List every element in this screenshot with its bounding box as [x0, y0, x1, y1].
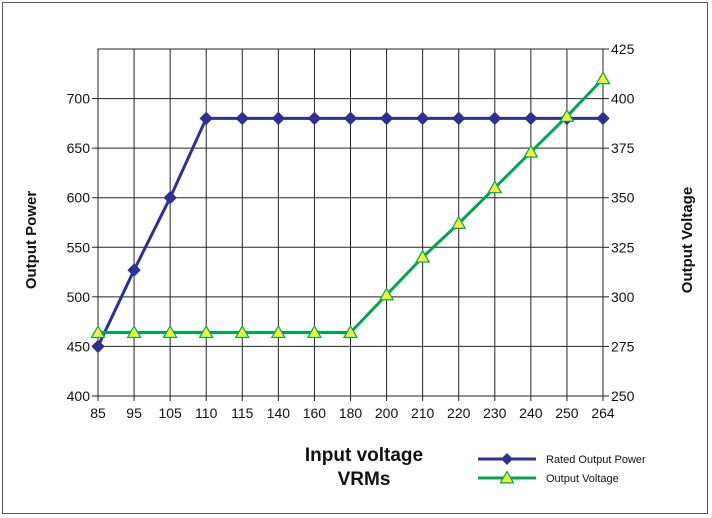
- legend-entry: Output Voltage: [478, 470, 619, 485]
- power-point-marker: [235, 111, 249, 126]
- power-point-marker: [127, 263, 141, 277]
- x-tick-label: 140: [267, 405, 291, 421]
- left-tick-label: 500: [67, 289, 91, 305]
- voltage-point-marker: [306, 324, 322, 339]
- voltage-point-marker: [126, 324, 142, 339]
- power-point-marker: [596, 111, 610, 126]
- x-tick-label: 110: [195, 405, 218, 421]
- right-tick-label: 250: [611, 388, 635, 404]
- left-tick-label: 600: [67, 190, 91, 206]
- legend-triangle-marker: [499, 470, 515, 484]
- legend-entry: Rated Output Power: [478, 453, 646, 466]
- grid: [97, 48, 604, 397]
- power-point-marker: [452, 111, 466, 126]
- left-tick-label: 700: [67, 91, 91, 107]
- x-tick-label: 105: [158, 405, 182, 421]
- power-point-marker: [199, 111, 213, 126]
- voltage-point-marker: [487, 180, 503, 194]
- x-tick-label: 115: [231, 405, 254, 421]
- voltage-point-marker: [162, 324, 178, 339]
- voltage-point-marker: [559, 108, 575, 122]
- legend: Rated Output Power Output Voltage: [478, 453, 646, 485]
- right-tick-label: 300: [611, 289, 635, 305]
- legend-diamond-marker: [501, 453, 513, 465]
- x-tick-label: 85: [90, 405, 106, 421]
- right-tick-label: 325: [611, 239, 635, 255]
- x-axis-ticks: 85 95 105 110 115 140 160 180 200 210 220 230 240 250…: [90, 396, 615, 421]
- left-tick-label: 650: [67, 140, 91, 156]
- series-layer: [90, 71, 611, 354]
- voltage-point-marker: [379, 287, 395, 301]
- right-axis-ticks: 250 275 300 325 350 375 400 425: [603, 41, 635, 404]
- x-tick-label: 264: [591, 405, 615, 421]
- power-point-marker: [271, 111, 286, 126]
- x-axis-title-line2: VRMs: [338, 469, 391, 490]
- right-tick-label: 400: [611, 91, 635, 107]
- x-tick-label: 220: [447, 405, 471, 421]
- x-tick-label: 95: [126, 405, 142, 421]
- power-point-marker: [163, 191, 177, 205]
- x-axis-title-line1: Input voltage: [305, 445, 423, 466]
- right-tick-label: 350: [611, 190, 635, 206]
- right-tick-label: 375: [611, 140, 635, 156]
- x-tick-label: 230: [483, 405, 507, 421]
- x-tick-label: 210: [411, 405, 435, 421]
- left-tick-label: 450: [67, 338, 91, 354]
- power-point-marker: [91, 339, 105, 354]
- series-output-voltage: [90, 71, 611, 339]
- voltage-point-marker: [595, 71, 611, 85]
- voltage-point-marker: [198, 324, 214, 339]
- voltage-point-marker: [270, 324, 286, 339]
- x-tick-label: 250: [555, 405, 579, 421]
- right-tick-label: 275: [611, 338, 635, 354]
- legend-label: Rated Output Power: [546, 454, 646, 466]
- left-axis-title: Output Power: [23, 191, 40, 289]
- left-axis-ticks: 400 450 500 550 600 650 700: [67, 91, 98, 404]
- voltage-point-marker: [234, 324, 250, 339]
- power-point-marker: [415, 111, 430, 126]
- power-point-marker: [524, 111, 538, 126]
- left-tick-label: 400: [67, 388, 91, 404]
- power-point-marker: [488, 111, 502, 126]
- x-tick-label: 200: [375, 405, 399, 421]
- right-tick-label: 425: [611, 41, 635, 57]
- voltage-point-marker: [342, 324, 359, 339]
- right-axis-title: Output Voltage: [679, 187, 696, 293]
- voltage-point-marker: [415, 249, 431, 263]
- voltage-point-marker: [451, 215, 467, 229]
- x-tick-label: 240: [519, 405, 543, 421]
- left-tick-label: 550: [67, 239, 91, 255]
- power-point-marker: [307, 111, 322, 126]
- legend-label: Output Voltage: [546, 473, 619, 485]
- power-point-marker: [343, 111, 358, 126]
- x-tick-label: 160: [303, 405, 327, 421]
- x-tick-label: 180: [339, 405, 363, 421]
- voltage-point-marker: [90, 324, 106, 339]
- voltage-point-marker: [523, 144, 539, 158]
- power-point-marker: [379, 111, 394, 126]
